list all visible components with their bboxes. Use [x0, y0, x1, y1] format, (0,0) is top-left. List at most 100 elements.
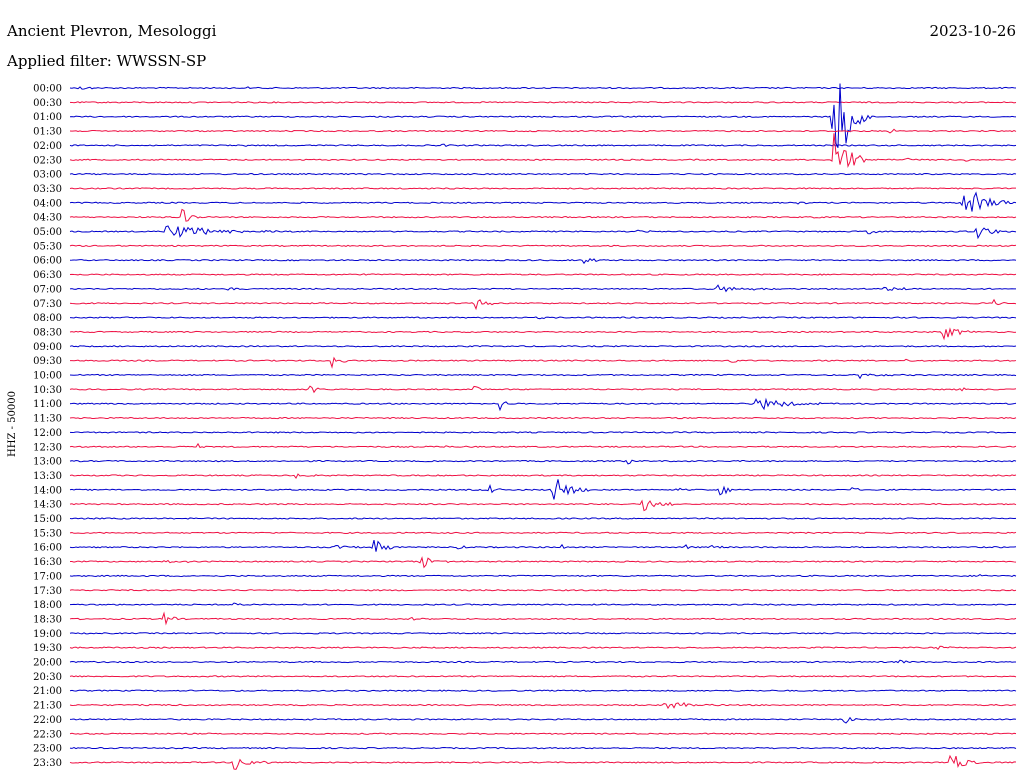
trace-1600 [69, 539, 1017, 552]
trace-0400 [69, 191, 1017, 212]
trace-1530 [69, 531, 1017, 534]
time-labels: 00:00 00:30 01:00 01:30 02:00 02:30 03:00 03:30… [33, 84, 62, 769]
time-label: 13:00 [33, 457, 62, 468]
time-label: 03:00 [33, 170, 62, 181]
time-label: 13:30 [33, 471, 62, 482]
time-label: 20:00 [33, 658, 62, 669]
channel-label: HHZ - 50000 [7, 391, 18, 457]
time-label: 18:30 [33, 614, 62, 625]
trace-2200 [69, 716, 1017, 724]
time-label: 12:30 [33, 442, 62, 453]
time-label: 08:30 [33, 327, 62, 338]
time-label: 00:00 [33, 84, 62, 95]
time-label: 09:00 [33, 342, 62, 353]
trace-0830 [69, 327, 1017, 341]
trace-0330 [69, 187, 1017, 190]
trace-2130 [69, 702, 1017, 710]
time-label: 23:00 [33, 744, 62, 755]
time-label: 21:30 [33, 701, 62, 712]
trace-0130 [69, 128, 1017, 134]
time-label: 04:00 [33, 198, 62, 209]
time-label: 02:00 [33, 141, 62, 152]
trace-1900 [69, 632, 1017, 635]
time-label: 22:30 [33, 729, 62, 740]
time-label: 11:30 [33, 414, 62, 425]
station-name: Ancient Plevron, Mesologgi [6, 22, 217, 40]
trace-0300 [69, 172, 1017, 176]
trace-1300 [69, 459, 1017, 465]
time-label: 17:30 [33, 586, 62, 597]
trace-0030 [69, 101, 1017, 104]
time-label: 19:00 [33, 629, 62, 640]
trace-0100 [69, 83, 1017, 149]
trace-1930 [69, 645, 1017, 651]
trace-1000 [69, 373, 1017, 380]
trace-1030 [69, 385, 1017, 394]
trace-2100 [69, 689, 1017, 692]
time-label: 07:00 [33, 284, 62, 295]
trace-1230 [69, 442, 1017, 449]
trace-1200 [69, 431, 1017, 434]
trace-0730 [69, 298, 1017, 311]
time-label: 01:30 [33, 127, 62, 138]
trace-0800 [69, 316, 1017, 320]
trace-0200 [69, 143, 1017, 147]
time-label: 22:00 [33, 715, 62, 726]
trace-1630 [69, 556, 1017, 569]
time-label: 16:30 [33, 557, 62, 568]
trace-1400 [69, 479, 1017, 500]
trace-0430 [69, 208, 1017, 222]
trace-rows [69, 83, 1017, 770]
trace-0530 [69, 244, 1017, 247]
trace-1800 [69, 602, 1017, 606]
time-label: 06:30 [33, 270, 62, 281]
trace-1830 [69, 611, 1017, 626]
time-label: 21:00 [33, 686, 62, 697]
trace-1730 [69, 589, 1017, 592]
time-label: 16:00 [33, 543, 62, 554]
time-label: 02:30 [33, 155, 62, 166]
time-label: 14:00 [33, 485, 62, 496]
time-label: 15:00 [33, 514, 62, 525]
time-label: 00:30 [33, 98, 62, 109]
trace-0600 [69, 257, 1017, 265]
trace-0700 [69, 284, 1017, 293]
time-label: 17:00 [33, 571, 62, 582]
trace-0000 [69, 86, 1017, 90]
trace-0900 [69, 345, 1017, 348]
time-label: 05:30 [33, 241, 62, 252]
time-label: 19:30 [33, 643, 62, 654]
filter-label: Applied filter: WWSSN-SP [6, 52, 206, 70]
trace-0230 [69, 133, 1017, 169]
trace-1330 [69, 473, 1017, 480]
trace-2000 [69, 659, 1017, 664]
trace-1100 [69, 397, 1017, 412]
record-date: 2023-10-26 [930, 22, 1016, 40]
time-label: 01:00 [33, 112, 62, 123]
trace-0500 [69, 225, 1017, 240]
time-label: 03:30 [33, 184, 62, 195]
trace-1500 [69, 517, 1017, 520]
time-label: 10:00 [33, 371, 62, 382]
time-label: 12:00 [33, 428, 62, 439]
trace-1700 [69, 573, 1017, 578]
time-label: 23:30 [33, 758, 62, 769]
time-label: 05:00 [33, 227, 62, 238]
time-label: 04:30 [33, 213, 62, 224]
time-label: 08:00 [33, 313, 62, 324]
time-label: 11:00 [33, 399, 62, 410]
trace-1430 [69, 499, 1017, 512]
time-label: 14:30 [33, 500, 62, 511]
time-label: 06:00 [33, 256, 62, 267]
time-label: 20:30 [33, 672, 62, 683]
trace-2230 [69, 732, 1017, 735]
time-label: 09:30 [33, 356, 62, 367]
trace-2300 [69, 746, 1017, 750]
trace-2330 [69, 754, 1017, 770]
trace-0630 [69, 273, 1017, 276]
trace-2030 [69, 675, 1017, 678]
time-label: 18:00 [33, 600, 62, 611]
time-label: 07:30 [33, 299, 62, 310]
trace-1130 [69, 416, 1017, 420]
